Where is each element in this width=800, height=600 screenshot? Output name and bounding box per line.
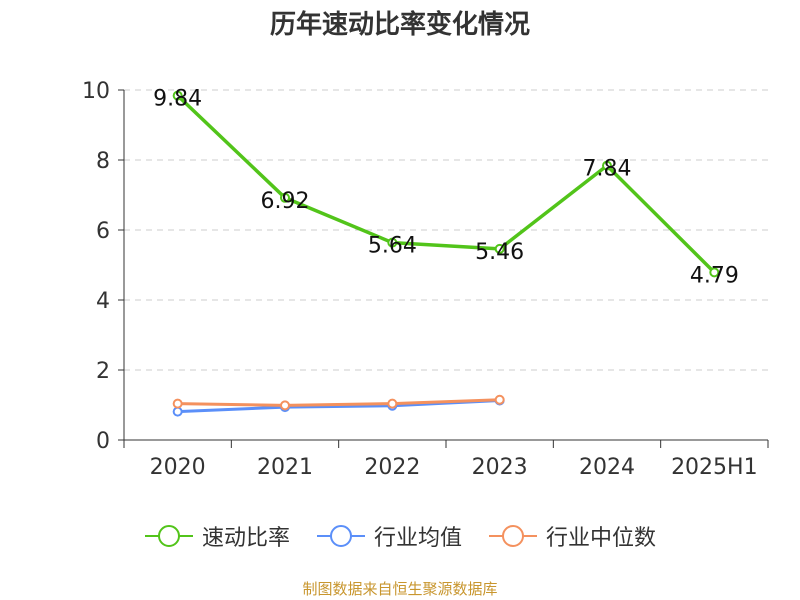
source-note: 制图数据来自恒生聚源数据库 xyxy=(302,580,498,598)
y-tick-label: 8 xyxy=(96,149,110,174)
legend-label: 行业中位数 xyxy=(546,526,657,551)
chart-title: 历年速动比率变化情况 xyxy=(269,10,530,40)
x-tick-label: 2021 xyxy=(257,455,313,480)
legend-item[interactable]: 行业均值 xyxy=(316,520,462,552)
data-point xyxy=(172,406,183,417)
data-label: 9.84 xyxy=(153,87,202,112)
data-point xyxy=(280,192,290,203)
data-point xyxy=(280,400,290,411)
y-tick-label: 6 xyxy=(96,219,110,244)
x-tick-label: 2025H1 xyxy=(671,455,758,480)
data-point xyxy=(709,267,720,278)
legend-label: 速动比率 xyxy=(201,526,290,551)
series-line-0 xyxy=(176,94,716,274)
x-tick-label: 2024 xyxy=(579,455,635,480)
data-label: 5.46 xyxy=(475,240,524,265)
legend-item[interactable]: 速动比率 xyxy=(144,520,290,552)
data-label: 4.79 xyxy=(690,263,739,288)
x-tick-label: 2022 xyxy=(364,455,420,480)
data-point xyxy=(172,90,183,101)
data-label: 5.64 xyxy=(368,234,417,259)
data-point xyxy=(602,160,612,171)
data-point xyxy=(387,398,398,409)
y-tick-label: 2 xyxy=(96,359,110,384)
legend-item[interactable]: 行业中位数 xyxy=(488,520,656,552)
y-tick-label: 4 xyxy=(96,289,110,314)
series-line-2 xyxy=(177,398,500,407)
data-labels: 9.84 6.92 5.64 5.46 7.84 4.79 xyxy=(153,87,739,289)
data-label: 7.84 xyxy=(583,157,632,182)
x-tick-label: 2023 xyxy=(472,455,528,480)
legend-label: 行业均值 xyxy=(373,526,462,551)
legend-marker-icon xyxy=(144,525,193,547)
axes: 0 2 4 6 8 10 2020 2021 2022 2023 2024 2025H1 xyxy=(82,79,769,480)
data-label: 6.92 xyxy=(261,189,310,214)
data-point xyxy=(172,398,183,409)
legend-marker-icon xyxy=(489,525,537,547)
data-point xyxy=(494,394,505,405)
legend-marker-icon xyxy=(316,525,365,547)
y-tick-label: 0 xyxy=(96,429,110,454)
data-point xyxy=(387,237,398,248)
data-point xyxy=(494,243,505,254)
y-tick-label: 10 xyxy=(82,79,110,104)
x-tick-label: 2020 xyxy=(150,455,206,480)
series-lines xyxy=(172,90,720,417)
grid-lines xyxy=(124,89,768,371)
legend: 速动比率 行业均值 行业中位数 xyxy=(0,520,800,552)
